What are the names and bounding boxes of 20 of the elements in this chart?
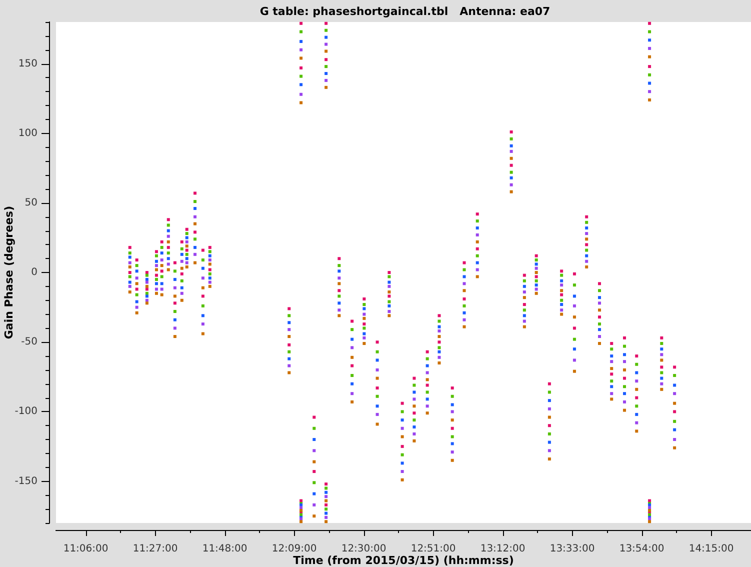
x-tick-label: 12:09:00 (272, 544, 317, 554)
x-tick-label: 14:15:00 (688, 544, 734, 554)
x-tick-label: 13:12:00 (480, 544, 526, 554)
x-tick-label: 12:30:00 (341, 544, 386, 554)
y-axis-title: Gain Phase (degrees) (2, 206, 16, 340)
x-tick-label: 13:33:00 (550, 544, 595, 554)
y-tick-label: 0 (31, 267, 38, 278)
chart-title: G table: phaseshortgaincal.tbl Antenna: ea07 (260, 5, 550, 18)
y-tick-label: 150 (18, 58, 38, 70)
y-tick-label: 50 (24, 197, 38, 208)
x-tick-label: 11:48:00 (202, 544, 248, 554)
x-tick-label: 11:06:00 (63, 544, 108, 554)
y-tick-label: 100 (18, 128, 38, 139)
x-axis-title: Time (from 2015/03/15) (hh:mm:ss) (293, 554, 514, 567)
x-tick-label: 11:27:00 (132, 544, 178, 554)
y-tick-label: -150 (14, 476, 38, 487)
x-tick-label: 13:54:00 (619, 544, 664, 554)
x-tick-label: 12:51:00 (410, 544, 456, 554)
y-tick-label: -100 (14, 406, 38, 418)
y-tick-label: -50 (21, 336, 38, 348)
